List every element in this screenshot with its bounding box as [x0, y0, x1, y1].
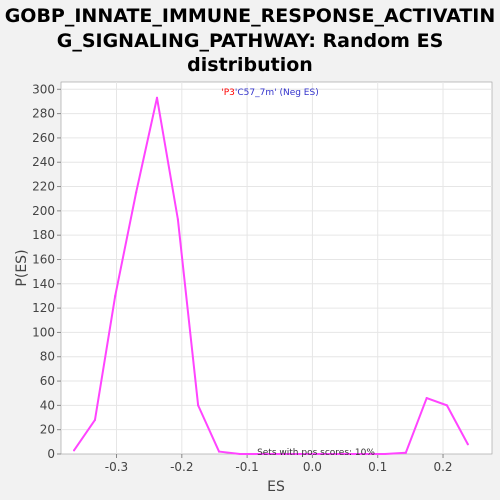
x-tick-label: -0.2 [170, 460, 193, 474]
y-tick-label: 80 [40, 350, 55, 364]
series-line-segment [425, 397, 448, 407]
series-line-segment [114, 191, 138, 297]
data-point [445, 404, 448, 407]
plot-area [60, 81, 493, 455]
data-point [363, 453, 366, 455]
series-line-segment [218, 450, 241, 455]
data-point [321, 453, 324, 455]
y-tick-label: 100 [32, 325, 55, 339]
x-tick-label: 0.0 [303, 460, 322, 474]
chart-title-line-1: GOBP_INNATE_IMMUNE_RESPONSE_ACTIVATIN [5, 5, 496, 27]
data-point [466, 443, 469, 446]
series-line-segment [383, 451, 407, 455]
y-tick-label: 180 [32, 228, 55, 242]
data-point [197, 404, 200, 407]
data-point [383, 453, 386, 455]
data-point [218, 450, 221, 453]
grid-lines [61, 82, 492, 454]
y-tick-label: 120 [32, 301, 55, 315]
y-axis-label: P(ES) [14, 249, 30, 286]
series-line-segment [93, 294, 117, 421]
y-tick-label: 140 [32, 277, 55, 291]
x-tick-label: -0.3 [105, 460, 128, 474]
x-axis-label: ES [267, 479, 285, 495]
y-tick-label: 300 [32, 82, 55, 96]
x-tick-label: 0.1 [368, 460, 387, 474]
series-line-segment [404, 397, 428, 454]
x-tick-label: -0.1 [235, 460, 258, 474]
y-tick-label: 240 [32, 155, 55, 169]
data-point [280, 453, 283, 455]
x-tick-label: 0.2 [433, 460, 452, 474]
y-tick-label: 40 [40, 398, 55, 412]
data-point [155, 96, 158, 99]
data-point [404, 451, 407, 454]
axis-ticks: 0 20 40 60 80 100 120 140 160 180 200 220 240 260 280 3… [32, 82, 452, 474]
y-tick-label: 0 [47, 447, 55, 461]
legend-label: 'P3'C57_7m' (Neg ES) [221, 88, 318, 98]
chart-title-line-2: G_SIGNALING_PATHWAY: Random ES [57, 30, 444, 52]
data-point [73, 449, 76, 452]
y-tick-label: 20 [40, 423, 55, 437]
y-tick-label: 60 [40, 374, 55, 388]
y-tick-label: 160 [32, 252, 55, 266]
data-point [176, 218, 179, 221]
series-line-segment [445, 404, 469, 446]
y-tick-label: 260 [32, 131, 55, 145]
data-point [425, 397, 428, 400]
legend-label-part2: 'C57_7m' (Neg ES) [235, 88, 319, 98]
pos-scores-note: Sets with pos scores: 10% [257, 448, 375, 458]
data-point [135, 191, 138, 194]
y-tick-label: 220 [32, 180, 55, 194]
series-line-segment [176, 218, 200, 407]
legend-label-part1: 'P3 [221, 88, 235, 98]
data-point [259, 453, 262, 455]
data-point [114, 294, 117, 297]
data-point [93, 418, 96, 421]
series-layer [73, 96, 469, 455]
series-line-segment [73, 418, 96, 452]
series-line-segment [197, 404, 221, 453]
series-line-segment [155, 96, 179, 221]
data-point [300, 453, 303, 455]
chart-title-line-3: distribution [187, 54, 313, 76]
data-point [342, 453, 345, 455]
y-tick-label: 200 [32, 204, 55, 218]
y-tick-label: 280 [32, 107, 55, 121]
data-point [238, 453, 241, 455]
series-line-segment [135, 96, 158, 194]
